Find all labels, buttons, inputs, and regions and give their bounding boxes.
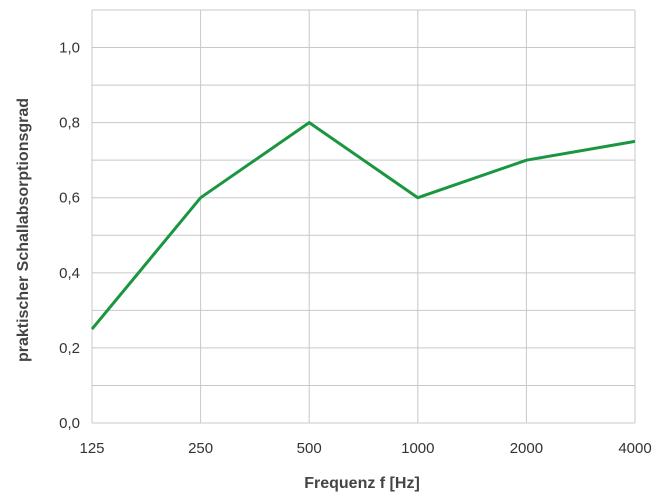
grid — [91, 9, 636, 424]
x-tick-label: 500 — [297, 440, 322, 457]
y-axis-title: praktischer Schallabsorptionsgrad — [15, 98, 32, 362]
y-axis-ticks: 0,0 0,2 0,4 0,6 0,8 1,0 — [59, 40, 80, 432]
series-layer — [90, 120, 636, 331]
x-tick-label: 125 — [79, 440, 104, 457]
x-tick-label: 1000 — [401, 440, 434, 457]
x-tick-label: 250 — [188, 440, 213, 457]
y-tick-label: 0,8 — [59, 115, 80, 132]
x-tick-label: 2000 — [510, 440, 543, 457]
series-line — [90, 120, 636, 331]
x-axis-ticks: 125 250 500 1000 2000 4000 — [79, 440, 651, 457]
y-tick-label: 0,4 — [59, 265, 80, 282]
y-tick-label: 0,0 — [59, 415, 80, 432]
x-axis-title: Frequenz f [Hz] — [304, 475, 420, 492]
y-tick-label: 1,0 — [59, 40, 80, 57]
x-tick-label: 4000 — [618, 440, 651, 457]
y-tick-label: 0,2 — [59, 340, 80, 357]
y-tick-label: 0,6 — [59, 190, 80, 207]
